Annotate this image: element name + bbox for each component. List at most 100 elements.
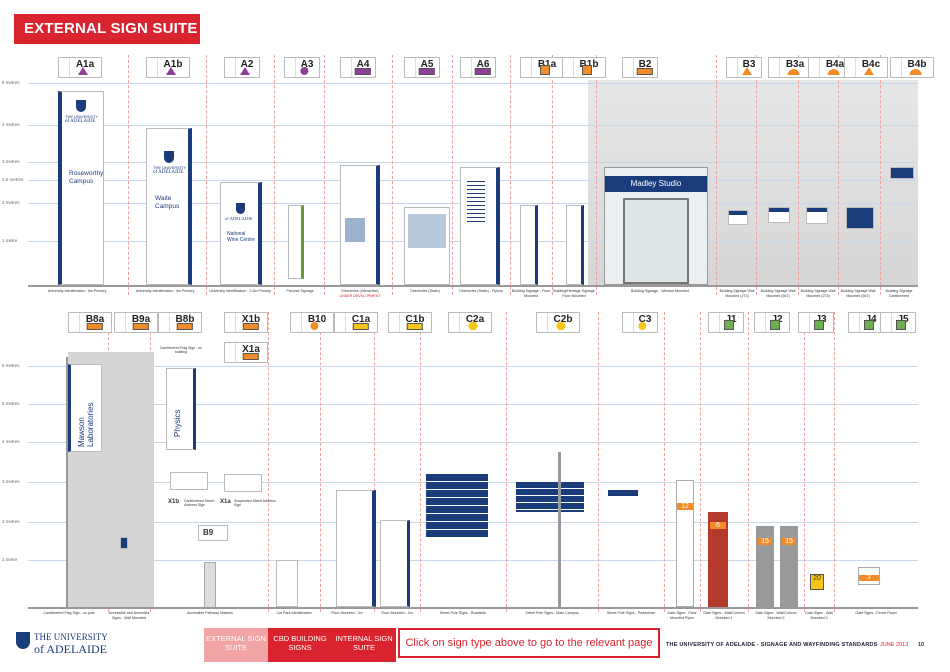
x1a-desc: Suspended Street Address Sign [234, 499, 276, 507]
sign-a1b[interactable]: THE UNIVERSITY of ADELAIDE Waite Campus [146, 128, 192, 285]
sign-type-c3-button[interactable]: C3 [622, 312, 658, 333]
column-divider [880, 55, 881, 295]
sign-b4c[interactable] [846, 207, 874, 229]
sign-type-b10-button[interactable]: B10 [290, 312, 334, 333]
street-pole-roadside[interactable] [426, 474, 488, 538]
height-gridline [28, 83, 918, 84]
code-side-strip [59, 58, 70, 77]
sign-b3a[interactable] [768, 207, 790, 223]
sign-type-b4a-button[interactable]: B4a [808, 57, 852, 78]
sign-type-a4-button[interactable]: A4 [340, 57, 376, 78]
sign-caption: Street Pole Signs - Main Campus [525, 611, 579, 615]
sign-x1a[interactable] [224, 474, 262, 492]
sign-b8a[interactable]: Mawson Laboratories [68, 364, 102, 452]
sign-a6[interactable] [460, 167, 500, 285]
sign-b9[interactable]: B9 [198, 525, 228, 541]
sign-type-a1a-button[interactable]: A1a [58, 57, 102, 78]
sign-type-j2-button[interactable]: J2 [754, 312, 790, 333]
sign-a2[interactable]: of ADELAIDE National Wine Centre [220, 182, 262, 285]
sign-b8b[interactable]: Physics [166, 368, 196, 450]
sign-b9a[interactable] [120, 537, 128, 549]
sign-caption: Accessible Pathway Markers [187, 611, 233, 615]
height-label: 1 metre [2, 238, 18, 243]
cbd-building-signs-button[interactable]: CBD BUILDING SIGNS [268, 628, 332, 662]
sign-type-c2b-button[interactable]: C2b [536, 312, 580, 333]
sign-type-j3-button[interactable]: J3 [798, 312, 834, 333]
footer-logo[interactable]: THE UNIVERSITY of ADELAIDE [16, 630, 136, 662]
column-divider [268, 312, 269, 612]
row2-panel: 6 metres 5 metres 4 metres 3 metres 2 metres… [2, 312, 918, 620]
sign-caption: Gate Signs - Floor Mounted Pylon [667, 611, 697, 620]
sign-type-a3-button[interactable]: A3 [284, 57, 320, 78]
sign-type-b4b-button[interactable]: B4b [890, 57, 934, 78]
circle-icon [638, 322, 647, 330]
street-pole-maincampus[interactable] [516, 482, 584, 512]
sign-b3[interactable] [728, 210, 748, 225]
triangle-icon [78, 67, 88, 75]
sign-a4[interactable] [340, 165, 380, 285]
bar-icon [354, 68, 371, 75]
sign-type-c2a-button[interactable]: C2a [448, 312, 492, 333]
sign-type-a2-button[interactable]: A2 [224, 57, 260, 78]
sign-type-b2-button[interactable]: B2 [622, 57, 658, 78]
sign-type-c1b-button[interactable]: C1b [388, 312, 432, 333]
square-icon [864, 320, 874, 330]
gate-column-2b[interactable]: 15 [780, 526, 798, 607]
sign-type-b8a-button[interactable]: B8a [68, 312, 112, 333]
sign-type-b8b-button[interactable]: B8b [158, 312, 202, 333]
row1-panel: 5 metres 4 metres 3 metres 2.0 metres 2 metr… [2, 55, 934, 298]
sign-type-b1a-button[interactable]: B1a [520, 57, 564, 78]
gate-pylon[interactable]: 12 [676, 480, 694, 607]
sign-caption: Directories (Static) [410, 289, 440, 293]
sign-b10[interactable] [276, 560, 298, 607]
sign-type-x1b-button[interactable]: X1b [224, 312, 268, 333]
sign-caption: Building Signage Wall Mounted (567) [840, 289, 876, 298]
pathway-marker[interactable] [204, 562, 216, 609]
sign-type-code: J4 [861, 314, 881, 325]
sign-type-code: C1a [351, 314, 371, 325]
sign-b1b[interactable] [566, 205, 584, 285]
gate-column-1[interactable]: 6 [708, 512, 728, 607]
hexagon-icon [468, 322, 478, 330]
ground-line [28, 607, 918, 609]
sign-type-b9a-button[interactable]: B9a [114, 312, 158, 333]
bar-icon [176, 323, 193, 330]
sign-a1a[interactable]: THE UNIVERSITY of ADELAIDE Roseworthy Ca… [58, 91, 104, 285]
semicircle-icon [827, 69, 840, 75]
square-icon [770, 320, 780, 330]
sign-b4a[interactable] [806, 207, 828, 224]
sign-c1b[interactable] [380, 520, 410, 607]
gate-wall-3[interactable]: 20 [810, 574, 824, 590]
sign-type-x1a-button[interactable]: X1a [224, 342, 268, 363]
sign-c1a[interactable] [336, 490, 376, 607]
sign-type-j1-button[interactable]: J1 [708, 312, 744, 333]
madley-studio-frontage[interactable]: Madley Studio [604, 167, 708, 285]
sign-type-c1a-button[interactable]: C1a [334, 312, 378, 333]
hexagon-icon [556, 322, 566, 330]
gate-fence-panel[interactable]: 3 [858, 567, 880, 585]
sign-type-b3-button[interactable]: B3 [726, 57, 762, 78]
sign-type-a1b-button[interactable]: A1b [146, 57, 190, 78]
sign-x1b[interactable] [170, 472, 208, 490]
sign-caption: Gate Signs - Wall/Column Mounted 2 [755, 611, 797, 620]
sign-type-b4c-button[interactable]: B4c [844, 57, 888, 78]
internal-sign-suite-button[interactable]: INTERNAL SIGN SUITE [332, 628, 396, 662]
sign-b4b[interactable] [890, 167, 914, 179]
code-side-strip [809, 58, 820, 77]
sign-type-b3a-button[interactable]: B3a [768, 57, 812, 78]
sign-type-b1b-button[interactable]: B1b [562, 57, 606, 78]
sign-type-code: X1b [241, 314, 261, 325]
street-pole-pedestrian[interactable] [608, 490, 638, 496]
column-divider [320, 312, 321, 612]
sign-a5[interactable] [404, 207, 450, 285]
external-sign-suite-button[interactable]: EXTERNAL SIGN SUITE [204, 628, 268, 662]
sign-b1a[interactable] [520, 205, 538, 285]
sign-type-a5-button[interactable]: A5 [404, 57, 440, 78]
gate-column-2a[interactable]: 15 [756, 526, 774, 607]
code-side-strip [285, 58, 296, 77]
sign-a3[interactable] [288, 205, 304, 279]
sign-type-j4-button[interactable]: J4 [848, 312, 884, 333]
sign-type-a6-button[interactable]: A6 [460, 57, 496, 78]
sign-type-code: B10 [307, 314, 327, 325]
sign-type-j5-button[interactable]: J5 [880, 312, 916, 333]
